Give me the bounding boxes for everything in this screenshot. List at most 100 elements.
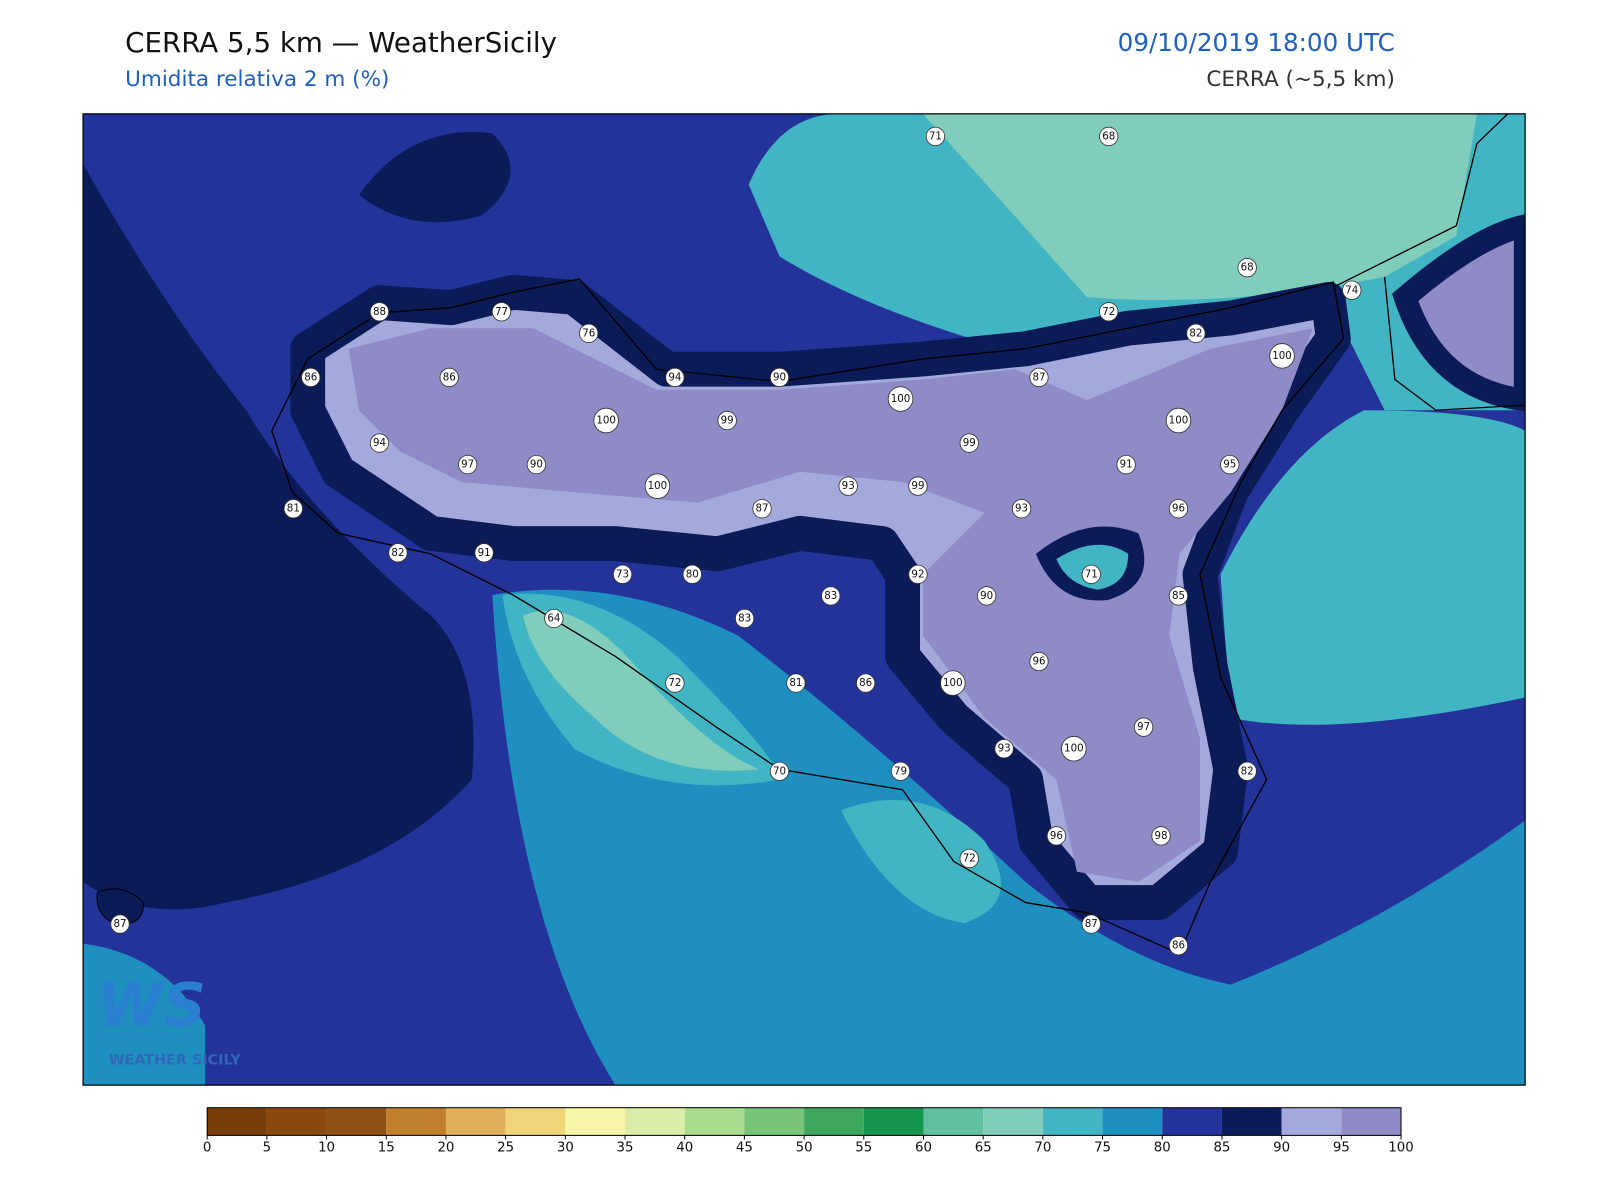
station-marker [1237,258,1257,278]
station-marker [283,499,303,519]
colorbar-tick-label: 10 [318,1141,335,1156]
station-value: 74 [1345,284,1358,296]
station-value: 95 [1223,459,1236,471]
station-value: 91 [478,547,491,559]
station-marker [821,586,841,606]
humid-zone [492,589,1526,1086]
station-value: 72 [963,852,976,864]
station-marker [734,608,755,629]
station-value: 100 [596,415,616,427]
station-value: 88 [373,306,386,318]
station-value: 98 [1155,830,1168,842]
colorbar-swatch [1221,1107,1282,1136]
colorbar: 0 5 10 15 20 25 30 35 40 45 50 55 60 65 70 75 80 85 90 95 10… [203,1107,1414,1156]
station-marker [593,407,619,434]
colorbar-tick-label: 95 [1333,1141,1350,1156]
humid-zone [841,800,1002,924]
station-value: 94 [668,371,681,383]
colorbar-swatch [744,1107,805,1136]
station-marker [369,302,390,322]
station-value: 82 [1189,327,1202,339]
station-value: 93 [842,480,855,492]
station-marker [959,848,979,869]
station-marker [769,367,790,388]
station-marker [1081,914,1101,934]
station-marker [301,367,321,388]
station-value: 100 [943,677,963,689]
colorbar-swatch [983,1107,1043,1136]
colorbar-tick-label: 5 [263,1141,271,1156]
station-value: 81 [789,677,802,689]
title: CERRA 5,5 km — WeatherSicily [125,26,557,59]
colorbar-tick-label: 20 [437,1141,454,1156]
station-value: 99 [911,480,924,492]
station-marker [959,433,979,453]
station-marker [1168,935,1189,956]
station-marker [1061,735,1087,762]
station-marker [890,761,911,781]
colorbar-swatch [863,1107,924,1136]
colorbar-swatch [684,1107,745,1136]
station-value: 64 [547,612,560,624]
station-marker [994,739,1014,759]
colorbar-swatch [1162,1107,1222,1136]
station-marker [665,367,685,388]
station-marker [1220,454,1240,475]
colorbar-swatch [386,1107,446,1136]
colorbar-swatch [1281,1107,1342,1136]
station-value: 97 [461,459,474,471]
station-marker [786,673,806,693]
humid-zone [83,943,206,1086]
station-marker [1029,367,1049,388]
colorbar-tick-label: 60 [915,1141,932,1156]
station-value: 79 [894,765,907,777]
humid-zone [523,610,759,771]
station-value: 96 [1032,656,1045,668]
station-value: 68 [1102,130,1115,142]
station-marker [1168,586,1189,606]
station-marker [1165,407,1192,434]
colorbar-tick-label: 30 [557,1141,574,1156]
station-marker [1133,717,1154,737]
station-value: 90 [980,590,993,602]
colorbar-swatch [207,1107,267,1136]
model-label: CERRA (~5,5 km) [1206,67,1395,92]
subtitle: Umidita relativa 2 m (%) [125,67,389,92]
station-value: 83 [824,590,837,602]
station-marker [474,543,494,563]
station-value: 97 [1137,721,1150,733]
colorbar-tick-label: 0 [203,1141,211,1156]
station-value: 86 [1172,940,1185,952]
station-value: 68 [1241,262,1254,274]
station-value: 86 [859,677,872,689]
station-marker [977,586,997,606]
station-value: 81 [287,503,300,515]
colorbar-swatch [565,1107,626,1136]
station-value: 83 [738,612,751,624]
station-marker [838,476,858,496]
station-value: 82 [391,547,404,559]
colorbar-tick-label: 15 [378,1141,395,1156]
station-marker [1099,302,1119,322]
island [96,888,145,925]
station-marker [1011,499,1032,519]
station-value: 100 [648,480,668,492]
colorbar-tick-label: 45 [736,1141,753,1156]
station-value: 72 [668,677,681,689]
station-value: 70 [773,765,786,777]
station-value: 96 [1172,503,1185,515]
logo-text: WEATHER SICILY [109,1053,242,1069]
station-marker [908,564,928,584]
station-value: 76 [582,327,595,339]
colorbar-swatch [804,1107,864,1136]
station-marker [682,564,702,584]
map-area [83,113,1526,1086]
colorbar-tick-label: 70 [1034,1141,1051,1156]
station-value: 85 [1172,590,1185,602]
station-marker [644,473,671,499]
station-value: 87 [1032,371,1045,383]
station-value: 92 [911,568,924,580]
station-marker [1269,343,1295,369]
station-marker [612,564,633,584]
station-value: 77 [495,306,508,318]
